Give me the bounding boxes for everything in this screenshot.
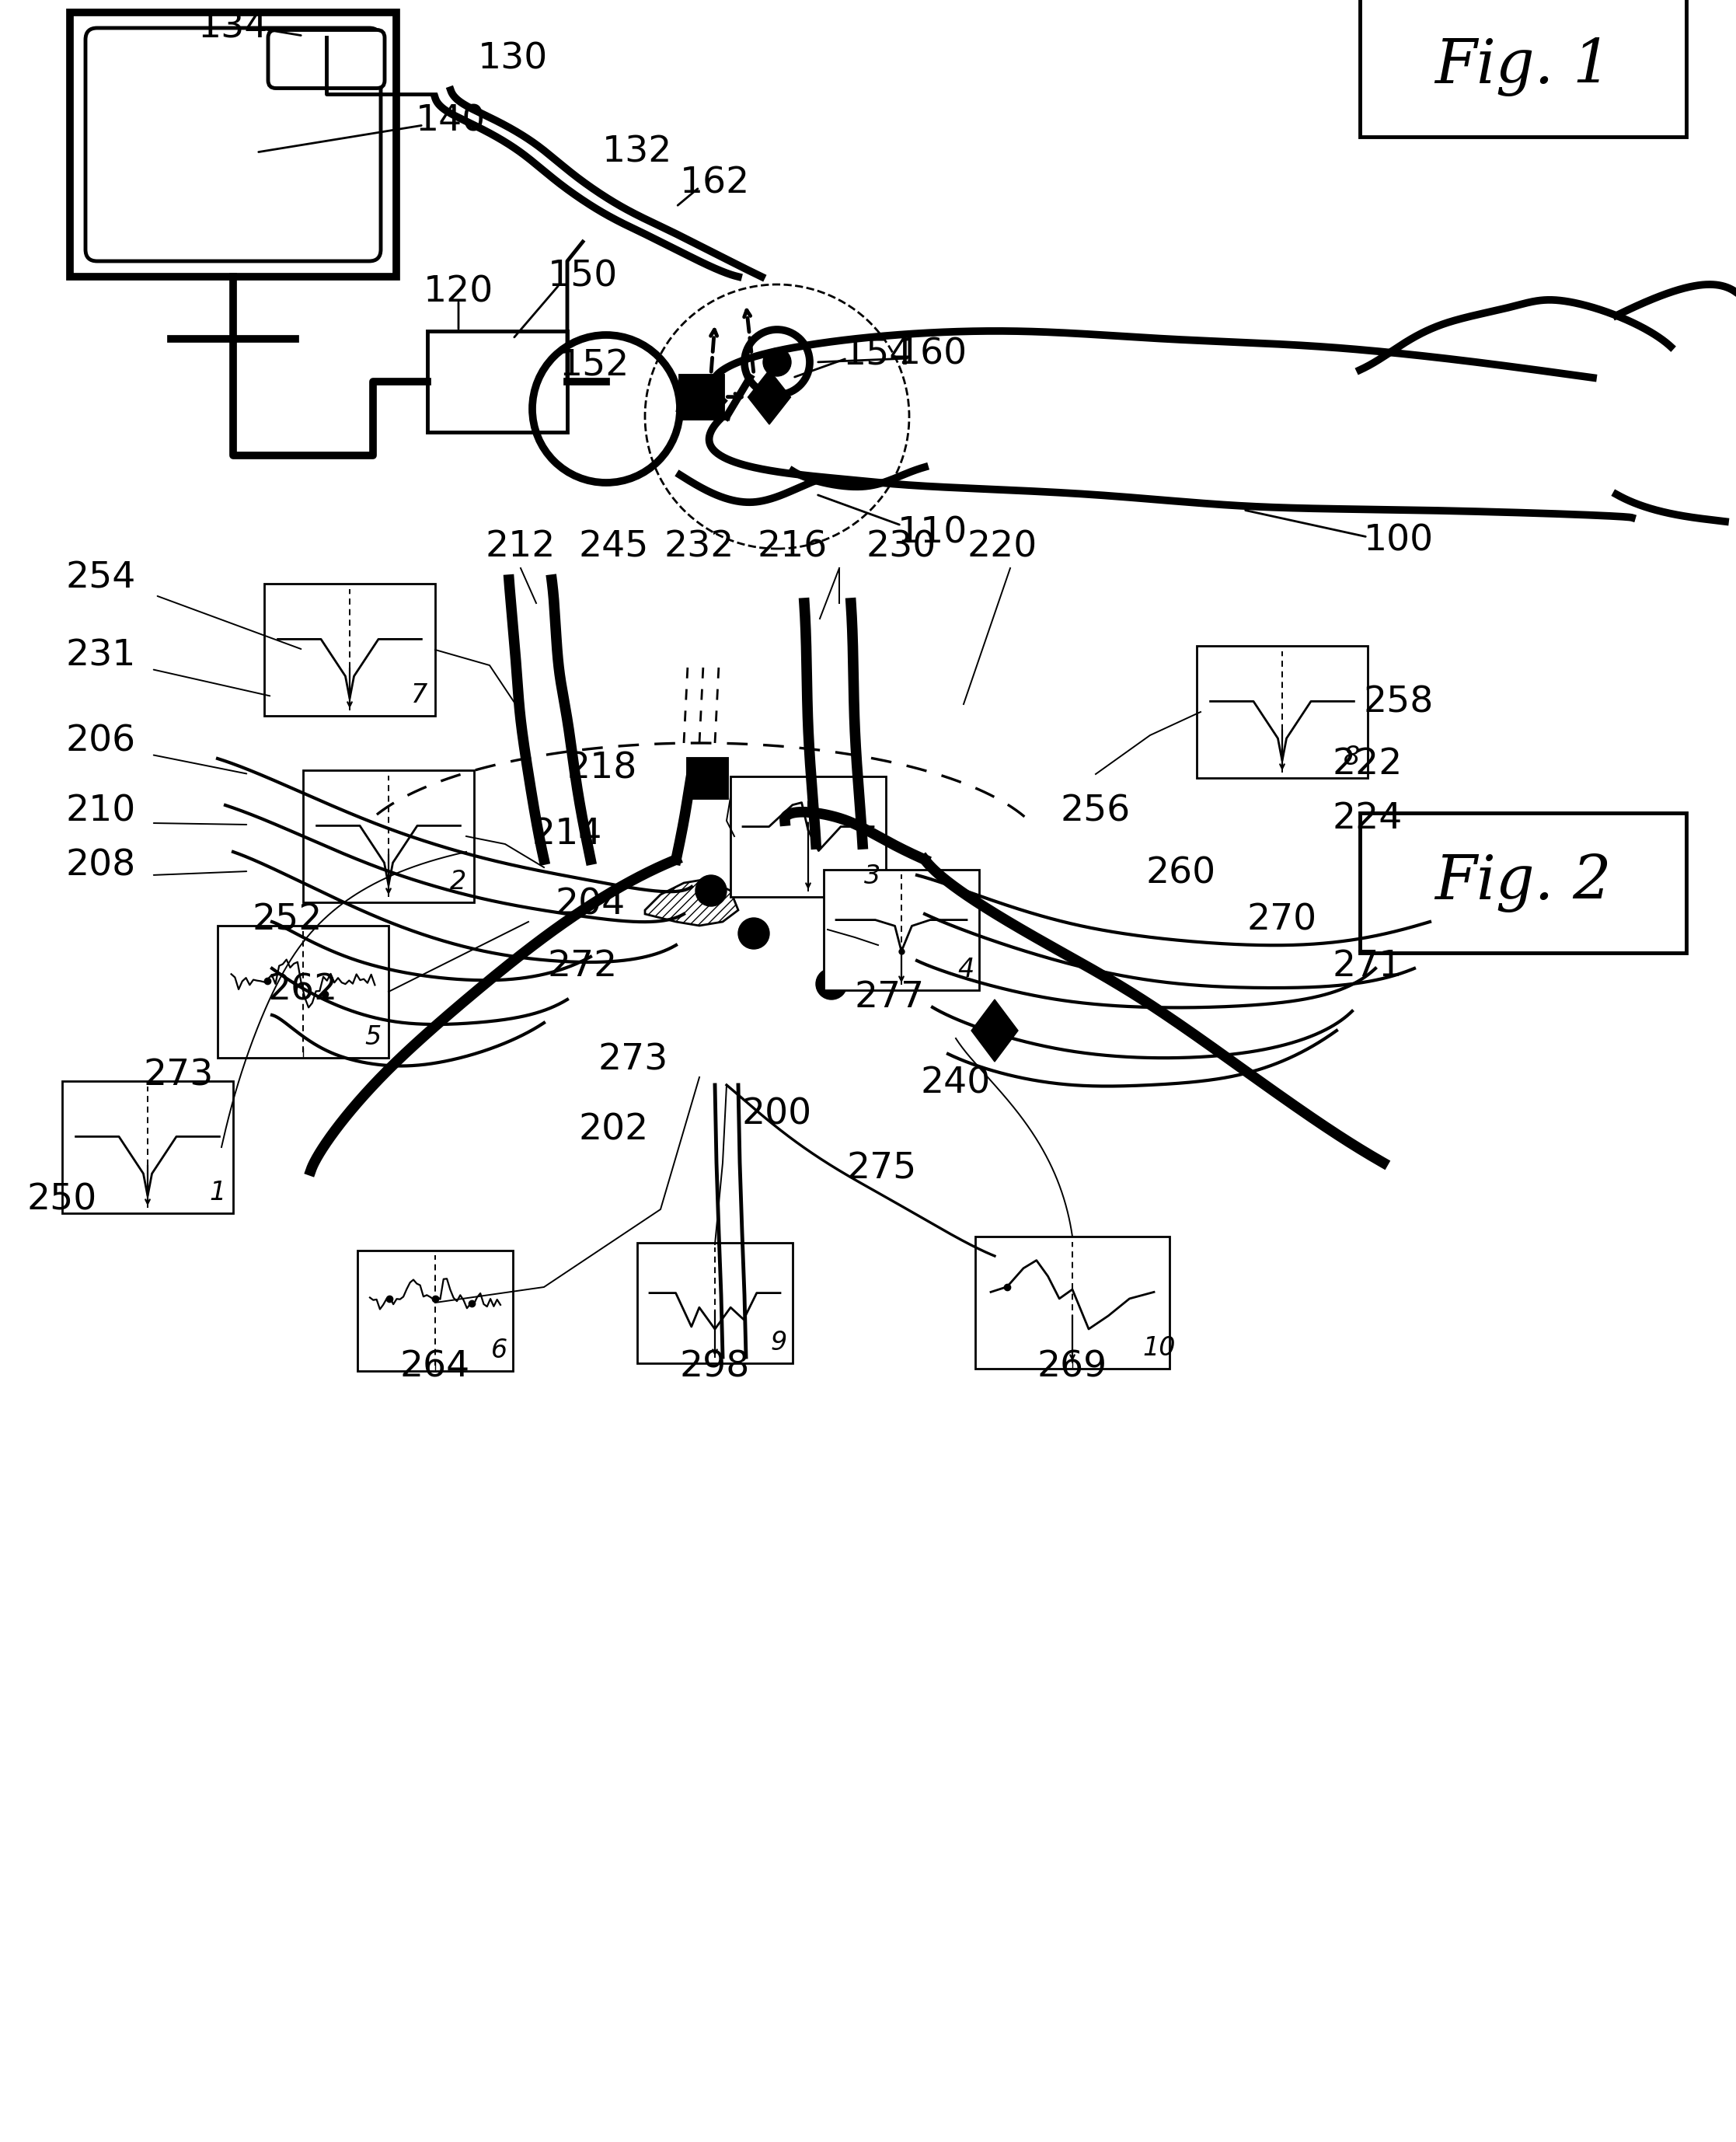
Text: 260: 260 — [1146, 855, 1217, 891]
Text: 208: 208 — [66, 848, 135, 883]
Text: 8: 8 — [1344, 745, 1361, 771]
Text: 264: 264 — [399, 1349, 470, 1384]
Text: 230: 230 — [866, 529, 936, 563]
Bar — [1359, 814, 1686, 953]
Text: 154: 154 — [844, 336, 913, 373]
Text: 132: 132 — [602, 135, 672, 169]
Text: 271: 271 — [1333, 949, 1403, 983]
Text: 134: 134 — [198, 11, 269, 45]
Circle shape — [696, 876, 727, 906]
Text: 2: 2 — [450, 870, 467, 895]
Text: 258: 258 — [1364, 685, 1434, 720]
Bar — [62, 1082, 233, 1212]
Text: 262: 262 — [267, 972, 339, 1007]
Text: 218: 218 — [568, 752, 637, 786]
Polygon shape — [748, 371, 790, 424]
Text: 231: 231 — [66, 638, 135, 673]
Text: 272: 272 — [549, 949, 618, 983]
Text: 100: 100 — [1364, 523, 1434, 559]
Text: 5: 5 — [365, 1024, 382, 1050]
Bar — [427, 332, 568, 433]
Text: 256: 256 — [1061, 793, 1130, 829]
Bar — [358, 1251, 512, 1371]
Text: 298: 298 — [681, 1349, 750, 1384]
Text: 232: 232 — [665, 529, 734, 563]
Bar — [823, 870, 979, 990]
Bar — [976, 1236, 1170, 1369]
Text: 269: 269 — [1038, 1349, 1108, 1384]
Polygon shape — [972, 1000, 1017, 1062]
Circle shape — [816, 968, 847, 1000]
Text: 250: 250 — [28, 1182, 97, 1217]
Text: 130: 130 — [477, 41, 549, 77]
Text: 162: 162 — [681, 165, 750, 201]
Text: 270: 270 — [1246, 902, 1318, 938]
Text: 273: 273 — [599, 1043, 668, 1077]
Bar — [217, 925, 389, 1058]
Text: 220: 220 — [967, 529, 1038, 563]
Text: 110: 110 — [898, 516, 967, 550]
Bar — [731, 775, 885, 897]
Text: 216: 216 — [757, 529, 828, 563]
Text: 152: 152 — [559, 349, 630, 383]
Text: 212: 212 — [486, 529, 556, 563]
Bar — [1196, 647, 1368, 778]
Text: 140: 140 — [415, 103, 486, 139]
Text: Fig. 1: Fig. 1 — [1434, 36, 1611, 96]
Text: 222: 222 — [1333, 748, 1403, 782]
Text: 224: 224 — [1333, 801, 1403, 835]
Text: 120: 120 — [424, 274, 493, 311]
Text: 4: 4 — [957, 957, 974, 983]
Bar — [304, 771, 474, 902]
Text: 200: 200 — [741, 1097, 812, 1131]
Text: 275: 275 — [847, 1150, 917, 1187]
Bar — [69, 13, 396, 276]
Text: 6: 6 — [491, 1339, 507, 1364]
Text: Fig. 2: Fig. 2 — [1434, 853, 1611, 912]
Polygon shape — [646, 878, 738, 925]
FancyBboxPatch shape — [85, 28, 380, 261]
Text: 273: 273 — [144, 1058, 214, 1092]
Text: 160: 160 — [898, 336, 967, 373]
Text: 204: 204 — [556, 887, 625, 921]
Bar — [1359, 0, 1686, 137]
Text: 7: 7 — [411, 683, 427, 707]
Text: 210: 210 — [66, 793, 135, 829]
Text: 1: 1 — [210, 1180, 226, 1206]
FancyBboxPatch shape — [267, 30, 385, 88]
Text: 206: 206 — [66, 724, 135, 758]
Circle shape — [738, 919, 769, 949]
Bar — [637, 1242, 793, 1362]
Text: 254: 254 — [66, 561, 135, 595]
Bar — [264, 583, 436, 715]
Text: 3: 3 — [865, 863, 880, 889]
Circle shape — [764, 349, 792, 377]
Text: 240: 240 — [920, 1065, 991, 1101]
Text: 10: 10 — [1142, 1334, 1175, 1360]
Text: 202: 202 — [578, 1112, 649, 1148]
Text: 214: 214 — [533, 816, 602, 853]
Text: 252: 252 — [252, 902, 323, 938]
Text: 277: 277 — [854, 981, 925, 1015]
Bar — [681, 375, 722, 418]
Text: 9: 9 — [771, 1330, 788, 1356]
Bar — [687, 758, 727, 797]
Text: 245: 245 — [578, 529, 649, 563]
Text: 150: 150 — [549, 259, 618, 293]
